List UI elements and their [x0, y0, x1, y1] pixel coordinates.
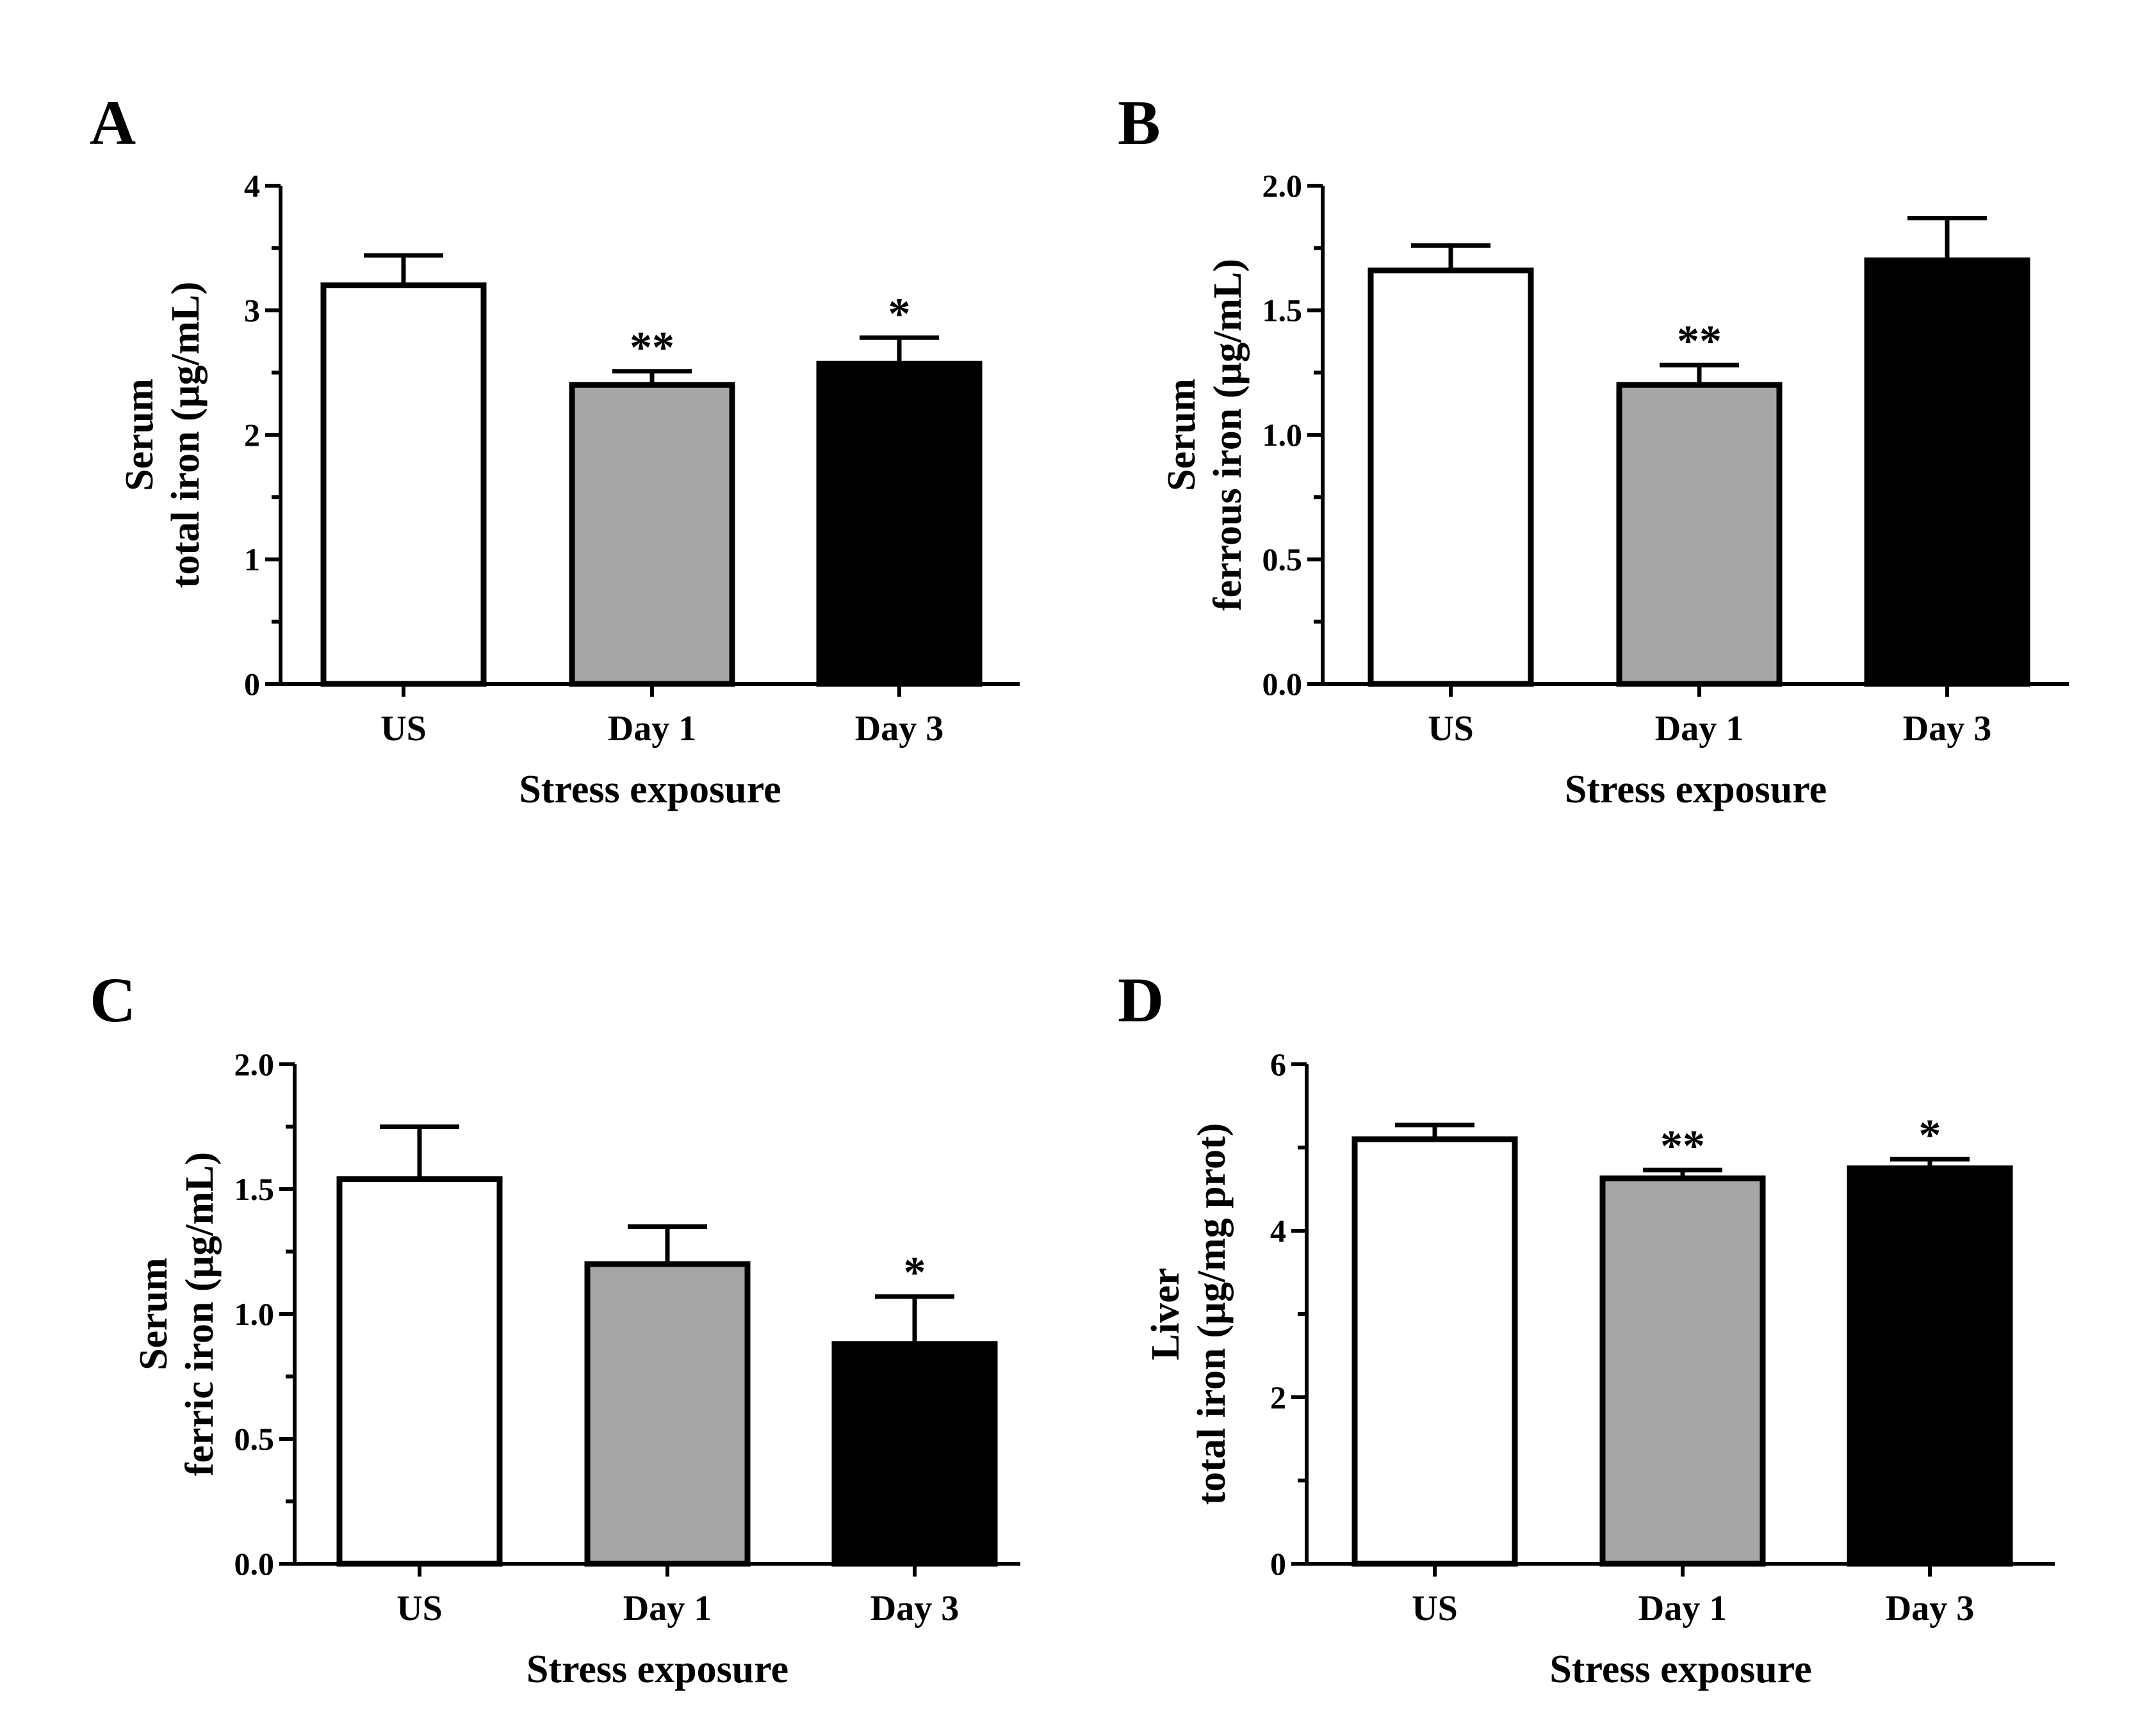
x-tick-label: Day 1	[1638, 1589, 1727, 1628]
bar-day-3	[1864, 257, 2030, 687]
y-tick-label: 0	[1270, 1546, 1286, 1582]
panel-a: A Serum total iron (µg/mL) Stress exposu…	[90, 87, 1020, 811]
significance-marker: *	[888, 289, 911, 339]
y-tick-label: 1.5	[1262, 293, 1303, 329]
y-tick-label: 1	[244, 542, 260, 578]
x-tick-label: Day 3	[870, 1589, 959, 1628]
x-tick-label: Day 1	[623, 1589, 712, 1628]
x-tick-label: US	[396, 1589, 443, 1628]
y-axis-label-line1: Liver	[1144, 1268, 1188, 1361]
panel-c: C Serum ferric iron (µg/mL) Stress expos…	[90, 964, 1020, 1691]
bar-day-3	[831, 1341, 998, 1567]
significance-marker: **	[630, 323, 674, 373]
significance-marker: **	[1660, 1122, 1705, 1171]
y-tick-label: 2	[244, 417, 260, 453]
y-axis-label-line2: ferric iron (µg/mL)	[178, 1152, 222, 1476]
y-axis-label: Serum total iron (µg/mL)	[118, 282, 208, 588]
y-tick-label: 2.0	[1262, 168, 1303, 204]
x-tick-label: US	[1412, 1589, 1458, 1628]
y-axis-label: Serum ferrous iron (µg/mL)	[1160, 259, 1250, 611]
bar-day-1	[569, 382, 735, 687]
x-tick-label: Day 3	[855, 709, 943, 749]
panel-letter: D	[1118, 964, 1164, 1035]
y-tick-label: 0.0	[1262, 666, 1303, 702]
x-axis-label: Stress exposure	[519, 768, 781, 811]
y-tick-label: 1.5	[234, 1171, 275, 1207]
panel-b: B Serum ferrous iron (µg/mL) Stress expo…	[1118, 87, 2069, 811]
y-tick-label: 0.5	[1262, 542, 1303, 578]
significance-marker: *	[1919, 1111, 1941, 1160]
panel-letter: A	[90, 87, 136, 158]
y-axis-label-line1: Serum	[1160, 378, 1204, 491]
significance-marker: **	[1677, 317, 1722, 366]
x-tick-label: Day 3	[1886, 1589, 1974, 1628]
x-tick-label: Day 1	[1655, 709, 1743, 749]
bar-day-1	[584, 1261, 751, 1567]
x-axis-label: Stress exposure	[1565, 768, 1827, 811]
x-tick-label: Day 3	[1903, 709, 1991, 749]
y-tick-label: 4	[1270, 1213, 1286, 1249]
y-axis-label-line2: ferrous iron (µg/mL)	[1206, 259, 1250, 611]
y-axis-label-line1: Serum	[118, 378, 161, 491]
panel-letter: B	[1118, 87, 1161, 158]
y-tick-label: 1.0	[1262, 417, 1303, 453]
y-tick-label: 1.0	[234, 1296, 275, 1332]
bar-us	[336, 1176, 503, 1567]
y-tick-label: 6	[1270, 1046, 1286, 1082]
y-axis-label-line2: total iron (µg/mg prot)	[1190, 1123, 1234, 1505]
y-tick-label: 0.5	[234, 1421, 275, 1457]
bar-us	[1368, 267, 1534, 687]
bar-day-1	[1616, 382, 1783, 687]
x-tick-label: US	[380, 709, 427, 749]
y-tick-label: 0.0	[234, 1546, 275, 1582]
bar-day-3	[1847, 1165, 2013, 1567]
x-axis-label: Stress exposure	[527, 1648, 788, 1691]
x-tick-label: Day 1	[608, 709, 696, 749]
y-tick-label: 4	[244, 168, 260, 204]
panel-letter: C	[90, 964, 136, 1035]
y-axis-label: Liver total iron (µg/mg prot)	[1144, 1123, 1234, 1505]
y-axis-label-line2: total iron (µg/mL)	[164, 282, 208, 588]
x-tick-label: US	[1428, 709, 1474, 749]
y-tick-label: 2.0	[234, 1046, 275, 1082]
y-tick-label: 3	[244, 293, 260, 329]
y-tick-label: 2	[1270, 1379, 1286, 1415]
y-axis-label-line1: Serum	[132, 1258, 176, 1370]
bar-day-1	[1599, 1175, 1766, 1567]
panel-d: D Liver total iron (µg/mg prot) Stress e…	[1118, 964, 2055, 1691]
bar-us	[320, 282, 487, 687]
x-axis-label: Stress exposure	[1549, 1648, 1811, 1691]
y-tick-label: 0	[244, 666, 260, 702]
bar-day-3	[816, 361, 983, 687]
y-axis-label: Serum ferric iron (µg/mL)	[132, 1152, 222, 1476]
significance-marker: *	[904, 1249, 926, 1298]
bar-us	[1351, 1136, 1518, 1567]
